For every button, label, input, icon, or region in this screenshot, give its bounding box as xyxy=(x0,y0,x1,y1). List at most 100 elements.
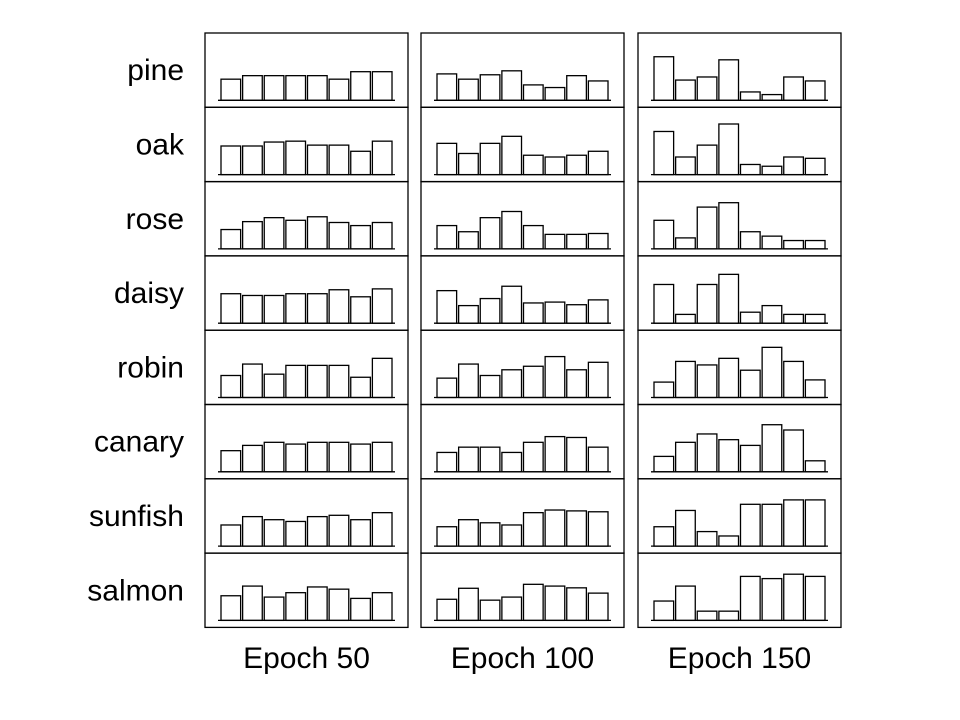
bar-salmon-col0-unit6 xyxy=(328,588,350,622)
bar-robin-col2-unit5 xyxy=(739,369,761,399)
panel-grid xyxy=(204,32,842,629)
bar-salmon-col0-unit4 xyxy=(285,592,307,622)
bar-canary-col0-unit8 xyxy=(371,441,393,473)
bar-pine-col0-unit7 xyxy=(350,71,372,101)
panel-pine-1 xyxy=(420,32,625,108)
bar-pine-col0-unit2 xyxy=(241,75,263,101)
bar-daisy-col0-unit5 xyxy=(306,293,328,324)
panel-robin-1 xyxy=(420,329,625,406)
bar-pine-col2-unit1 xyxy=(653,56,675,101)
bar-sunfish-col1-unit1 xyxy=(436,526,458,547)
bar-robin-col2-unit8 xyxy=(804,379,826,399)
bar-rose-col0-unit7 xyxy=(350,224,372,250)
bar-rose-col1-unit4 xyxy=(501,210,523,250)
bar-salmon-col0-unit8 xyxy=(371,592,393,622)
row-label-pine: pine xyxy=(127,54,184,87)
bar-robin-col1-unit1 xyxy=(436,377,458,399)
panel-rose-2 xyxy=(637,180,842,257)
bar-canary-col2-unit2 xyxy=(674,441,696,473)
bar-salmon-col0-unit2 xyxy=(241,585,263,622)
bar-rose-col2-unit7 xyxy=(783,239,805,250)
panel-daisy-2 xyxy=(637,255,842,331)
bar-sunfish-col0-unit2 xyxy=(241,515,263,547)
bar-robin-col1-unit5 xyxy=(522,365,544,399)
bar-canary-col0-unit5 xyxy=(306,441,328,473)
bar-salmon-col2-unit7 xyxy=(783,573,805,622)
bar-daisy-col1-unit2 xyxy=(457,304,479,324)
bar-robin-col2-unit6 xyxy=(761,346,783,399)
bar-salmon-col2-unit8 xyxy=(804,575,826,622)
bar-pine-col1-unit2 xyxy=(457,78,479,101)
bar-canary-col2-unit3 xyxy=(696,433,718,473)
bar-oak-col0-unit1 xyxy=(220,145,242,176)
bar-sunfish-col1-unit5 xyxy=(522,512,544,547)
bar-sunfish-col0-unit7 xyxy=(350,519,372,547)
bar-pine-col1-unit4 xyxy=(501,70,523,101)
bar-rose-col2-unit3 xyxy=(696,206,718,250)
bar-salmon-col0-unit7 xyxy=(350,597,372,622)
bar-sunfish-col1-unit4 xyxy=(501,524,523,547)
panel-robin-2 xyxy=(637,329,842,406)
bar-robin-col2-unit2 xyxy=(674,360,696,399)
bar-canary-col0-unit1 xyxy=(220,450,242,473)
bar-robin-col1-unit8 xyxy=(587,361,609,399)
bar-oak-col2-unit1 xyxy=(653,130,675,176)
bar-salmon-col0-unit5 xyxy=(306,586,328,622)
bar-robin-col0-unit4 xyxy=(285,364,307,399)
bar-oak-col2-unit5 xyxy=(739,163,761,176)
row-label-canary: canary xyxy=(94,426,184,459)
bar-oak-col2-unit4 xyxy=(718,123,740,176)
bar-salmon-col1-unit3 xyxy=(479,599,501,622)
bar-rose-col1-unit1 xyxy=(436,224,458,250)
bar-daisy-col2-unit5 xyxy=(739,311,761,324)
bar-oak-col1-unit1 xyxy=(436,142,458,176)
bar-daisy-col0-unit1 xyxy=(220,293,242,324)
bar-rose-col1-unit3 xyxy=(479,217,501,250)
panel-salmon-1 xyxy=(420,552,625,629)
bar-robin-col2-unit1 xyxy=(653,381,675,399)
bar-sunfish-col0-unit1 xyxy=(220,524,242,547)
bar-oak-col1-unit6 xyxy=(544,156,566,176)
bar-pine-col2-unit6 xyxy=(761,93,783,101)
bar-robin-col1-unit7 xyxy=(566,369,588,399)
bar-pine-col1-unit6 xyxy=(544,86,566,101)
bar-daisy-col2-unit8 xyxy=(804,313,826,324)
bar-oak-col0-unit3 xyxy=(263,141,285,176)
bar-sunfish-col1-unit8 xyxy=(587,511,609,547)
bar-pine-col1-unit7 xyxy=(566,75,588,101)
bar-sunfish-col0-unit4 xyxy=(285,520,307,547)
panel-salmon-0 xyxy=(204,552,409,629)
bar-oak-col1-unit7 xyxy=(566,154,588,176)
bar-oak-col0-unit4 xyxy=(285,140,307,176)
bar-daisy-col0-unit4 xyxy=(285,293,307,324)
bar-sunfish-col2-unit8 xyxy=(804,499,826,547)
bar-rose-col1-unit6 xyxy=(544,233,566,250)
bar-pine-col2-unit4 xyxy=(718,59,740,101)
row-label-daisy: daisy xyxy=(114,277,184,310)
panel-daisy-1 xyxy=(420,255,625,331)
row-label-rose: rose xyxy=(126,203,184,236)
bar-daisy-col1-unit4 xyxy=(501,285,523,324)
column-labels: Epoch 50 Epoch 100 Epoch 150 xyxy=(243,642,811,675)
bar-daisy-col2-unit4 xyxy=(718,273,740,324)
bar-rose-col0-unit1 xyxy=(220,228,242,250)
bar-oak-col0-unit7 xyxy=(350,150,372,176)
panel-robin-0 xyxy=(204,329,409,406)
bar-robin-col2-unit4 xyxy=(718,357,740,399)
bar-rose-col1-unit7 xyxy=(566,233,588,250)
bar-robin-col1-unit3 xyxy=(479,374,501,399)
bar-daisy-col2-unit6 xyxy=(761,304,783,324)
bar-sunfish-col2-unit2 xyxy=(674,509,696,547)
bar-daisy-col0-unit2 xyxy=(241,294,263,324)
bar-robin-col1-unit4 xyxy=(501,369,523,399)
panel-oak-1 xyxy=(420,106,625,183)
bar-salmon-col1-unit8 xyxy=(587,592,609,622)
bar-sunfish-col0-unit6 xyxy=(328,514,350,547)
bar-oak-col0-unit5 xyxy=(306,144,328,176)
panel-frame xyxy=(420,552,625,629)
bar-pine-col2-unit5 xyxy=(739,91,761,101)
bar-pine-col2-unit3 xyxy=(696,76,718,101)
bar-canary-col2-unit1 xyxy=(653,455,675,473)
bar-salmon-col2-unit2 xyxy=(674,585,696,622)
bar-sunfish-col1-unit7 xyxy=(566,510,588,547)
